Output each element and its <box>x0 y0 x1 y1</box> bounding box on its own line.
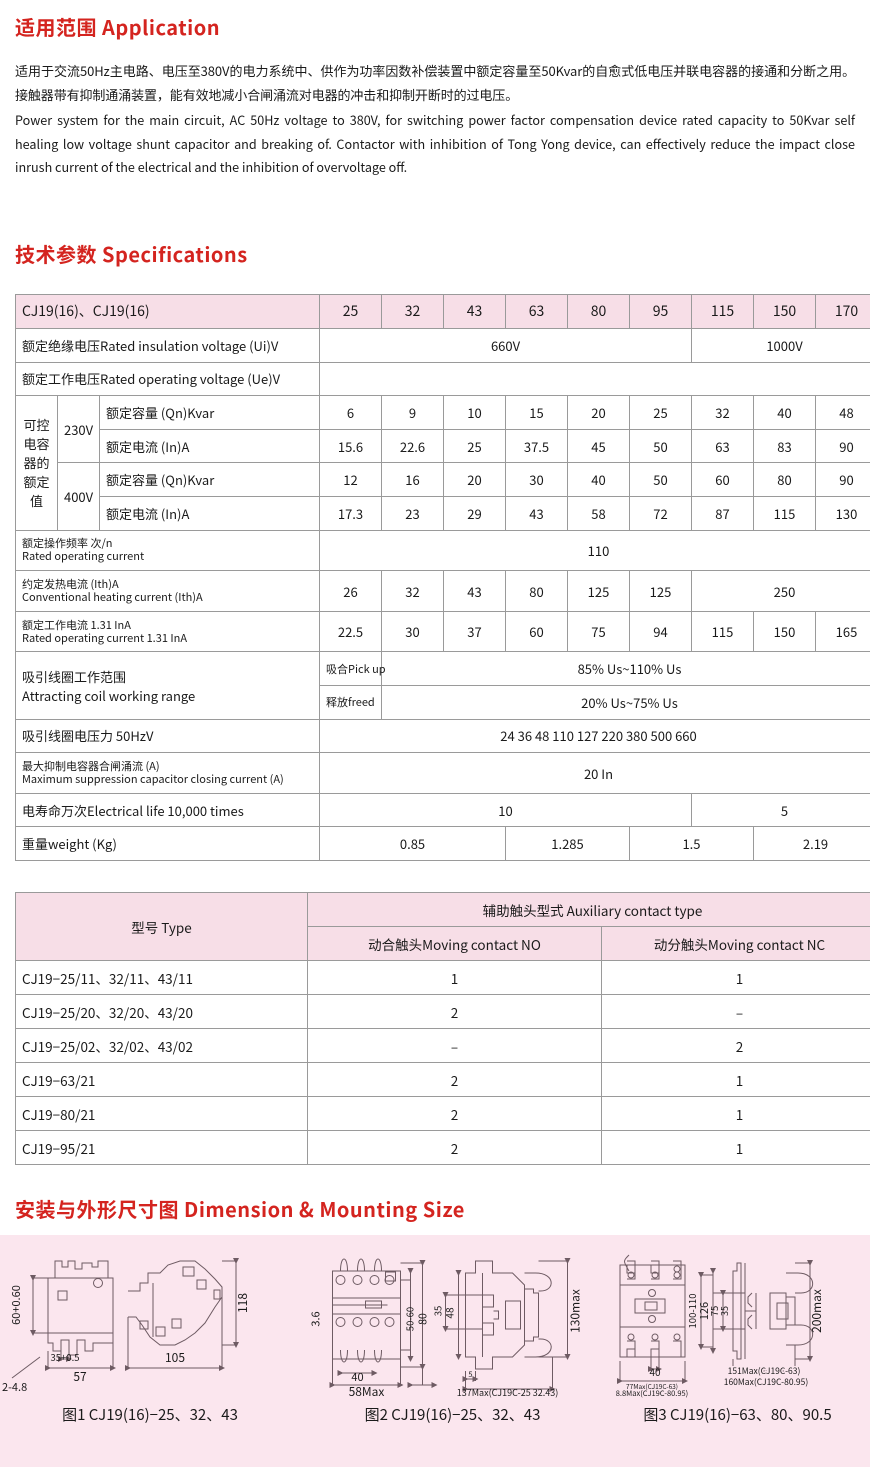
svg-text:57: 57 <box>73 1368 87 1385</box>
svg-text:2-4.8: 2-4.8 <box>2 1379 27 1395</box>
svg-text:200max: 200max <box>808 1289 825 1333</box>
svg-text:60+0.60: 60+0.60 <box>8 1285 24 1325</box>
svg-text:3.6: 3.6 <box>308 1311 324 1326</box>
svg-text:118: 118 <box>234 1293 251 1313</box>
svg-text:35: 35 <box>718 1306 731 1316</box>
svg-text:35: 35 <box>431 1306 445 1317</box>
svg-text:130max: 130max <box>567 1289 584 1333</box>
svg-text:137Max(CJ19C-25 32.43): 137Max(CJ19C-25 32.43) <box>457 1386 558 1398</box>
svg-text:35+0.5: 35+0.5 <box>50 1350 79 1364</box>
svg-text:40: 40 <box>649 1364 661 1379</box>
svg-text:160Max(CJ19C-80.95): 160Max(CJ19C-80.95) <box>724 1376 809 1388</box>
svg-text:80: 80 <box>416 1313 431 1325</box>
svg-text:105: 105 <box>165 1349 185 1366</box>
svg-text:58Max: 58Max <box>349 1383 385 1398</box>
svg-text:8.8Max(CJ19C-80.95): 8.8Max(CJ19C-80.95) <box>616 1388 688 1398</box>
svg-text:5: 5 <box>468 1369 472 1380</box>
svg-text:50-60: 50-60 <box>403 1307 417 1331</box>
svg-text:100-110: 100-110 <box>685 1294 699 1329</box>
